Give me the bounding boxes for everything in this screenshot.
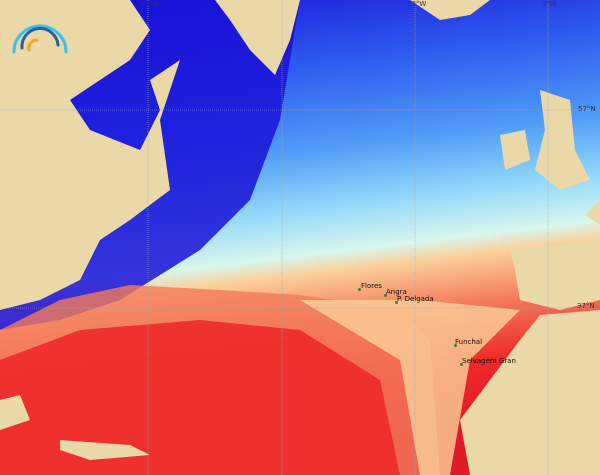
france bbox=[585, 200, 600, 225]
lon-label-23w: 23°W bbox=[407, 0, 427, 8]
iceland bbox=[410, 0, 490, 20]
rainbow-arc-logo-icon bbox=[12, 24, 68, 54]
place-marker bbox=[454, 344, 457, 347]
great-britain bbox=[535, 90, 590, 190]
ireland bbox=[500, 130, 530, 170]
lat-label-57n: 57°N bbox=[578, 105, 596, 113]
lon-label-63w: 63°W bbox=[140, 0, 160, 8]
greenland bbox=[215, 0, 300, 75]
place-marker bbox=[358, 288, 361, 291]
place-angra[interactable]: Angra bbox=[386, 288, 407, 296]
hot-water bbox=[0, 320, 400, 475]
iberia bbox=[510, 240, 600, 310]
florida bbox=[0, 395, 30, 430]
place-marker bbox=[460, 363, 463, 366]
lat-label-37n: 37°N bbox=[577, 302, 595, 310]
cuba bbox=[60, 440, 150, 460]
africa bbox=[460, 310, 600, 475]
subtropical-water bbox=[300, 300, 520, 475]
place-marker bbox=[395, 301, 398, 304]
north-america bbox=[0, 0, 180, 310]
place-marker bbox=[384, 294, 387, 297]
lon-label-3w: 3°W bbox=[542, 0, 557, 8]
place-selvagem-gran[interactable]: Selvagem Gran bbox=[462, 357, 516, 365]
place-flores[interactable]: Flores bbox=[361, 282, 382, 290]
place-funchal[interactable]: Funchal bbox=[455, 338, 483, 346]
place-p-delgada[interactable]: P. Delgada bbox=[397, 295, 434, 303]
